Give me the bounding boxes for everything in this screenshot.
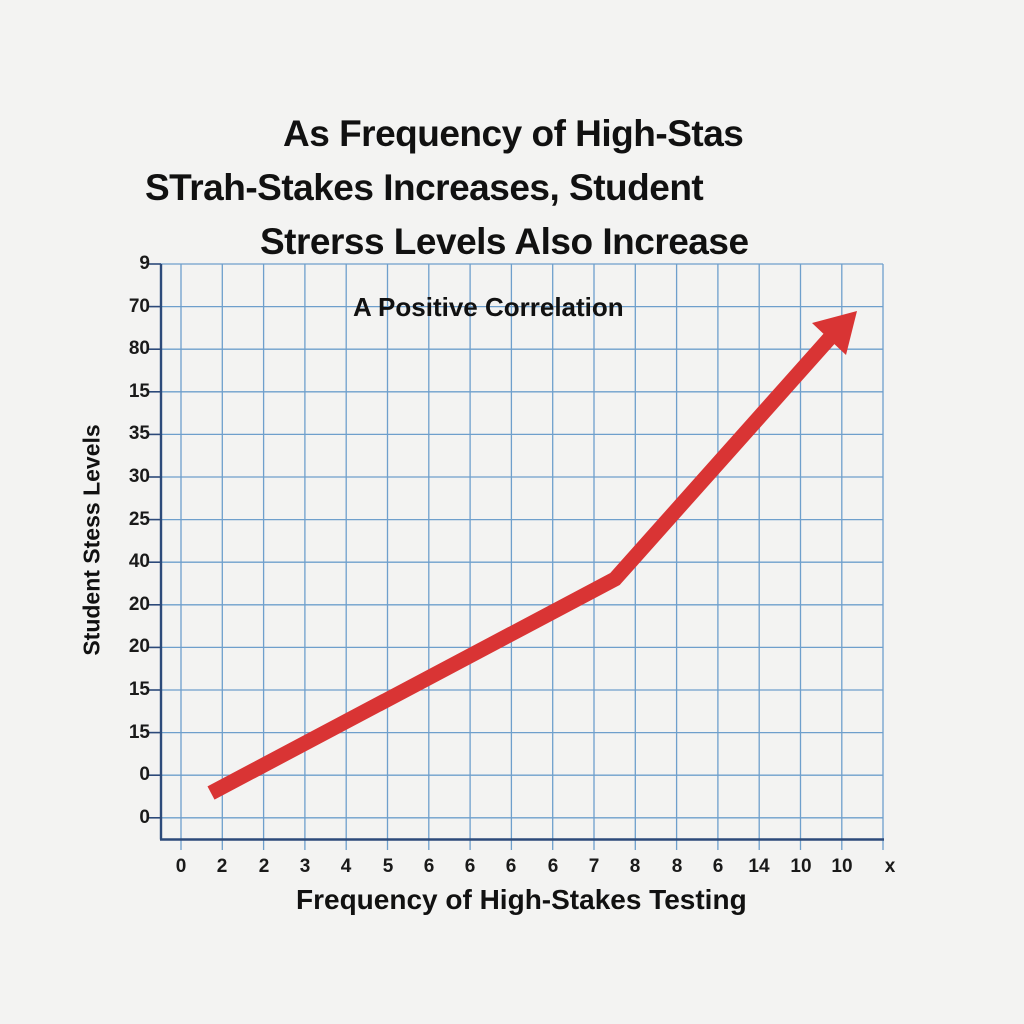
chart-subtitle: A Positive Correlation bbox=[353, 292, 624, 322]
x-tick-label: 4 bbox=[340, 856, 352, 877]
x-tick-label: 8 bbox=[629, 856, 641, 877]
x-tick-label: 10 bbox=[831, 856, 853, 877]
x-tick-label: 3 bbox=[299, 856, 311, 877]
y-tick-label: 0 bbox=[139, 764, 150, 785]
y-tick-label: 20 bbox=[128, 594, 150, 615]
axes bbox=[159, 264, 884, 841]
chart-title-line-3: Strerss Levels Also Increase bbox=[260, 221, 749, 262]
x-tick-label: 6 bbox=[547, 856, 559, 877]
x-tick-label: 6 bbox=[505, 856, 517, 877]
y-tick-label: 30 bbox=[128, 466, 150, 487]
y-tick-label: 15 bbox=[128, 722, 150, 743]
x-tick-label: 2 bbox=[258, 856, 270, 877]
x-tick-label: 2 bbox=[216, 856, 228, 877]
y-tick-label: 35 bbox=[128, 423, 150, 444]
y-tick-label: 70 bbox=[128, 296, 150, 317]
y-tick-label: 15 bbox=[128, 381, 150, 402]
y-tick-label: 80 bbox=[128, 338, 150, 359]
y-tick-label: 20 bbox=[128, 636, 150, 657]
y-tick-label: 15 bbox=[128, 679, 150, 700]
x-tick-label: x bbox=[884, 856, 896, 877]
y-tick-label: 40 bbox=[128, 551, 150, 572]
grid-lines bbox=[161, 263, 884, 850]
y-ticks bbox=[148, 263, 161, 819]
x-tick-label: 5 bbox=[382, 856, 394, 877]
x-axis-title: Frequency of High-Stakes Testing bbox=[296, 884, 747, 915]
x-tick-label: 6 bbox=[464, 856, 476, 877]
y-tick-label: 25 bbox=[128, 509, 150, 530]
y-tick-label: 0 bbox=[139, 807, 150, 828]
trend-arrow bbox=[207, 311, 857, 800]
x-tick-label: 7 bbox=[588, 856, 600, 877]
x-tick-label: 0 bbox=[175, 856, 187, 877]
x-tick-label: 14 bbox=[748, 856, 770, 877]
y-axis-title: Student Stess Levels bbox=[78, 424, 105, 656]
x-tick-label: 10 bbox=[790, 856, 812, 877]
y-tick-label: 9 bbox=[139, 253, 150, 274]
x-tick-label: 6 bbox=[712, 856, 724, 877]
chart-title-line-1: As Frequency of High-Stas bbox=[283, 113, 744, 154]
chart-title-line-2: STrah-Stakes Increases, Student bbox=[145, 167, 704, 208]
x-tick-label: 8 bbox=[671, 856, 683, 877]
x-tick-label: 6 bbox=[423, 856, 435, 877]
